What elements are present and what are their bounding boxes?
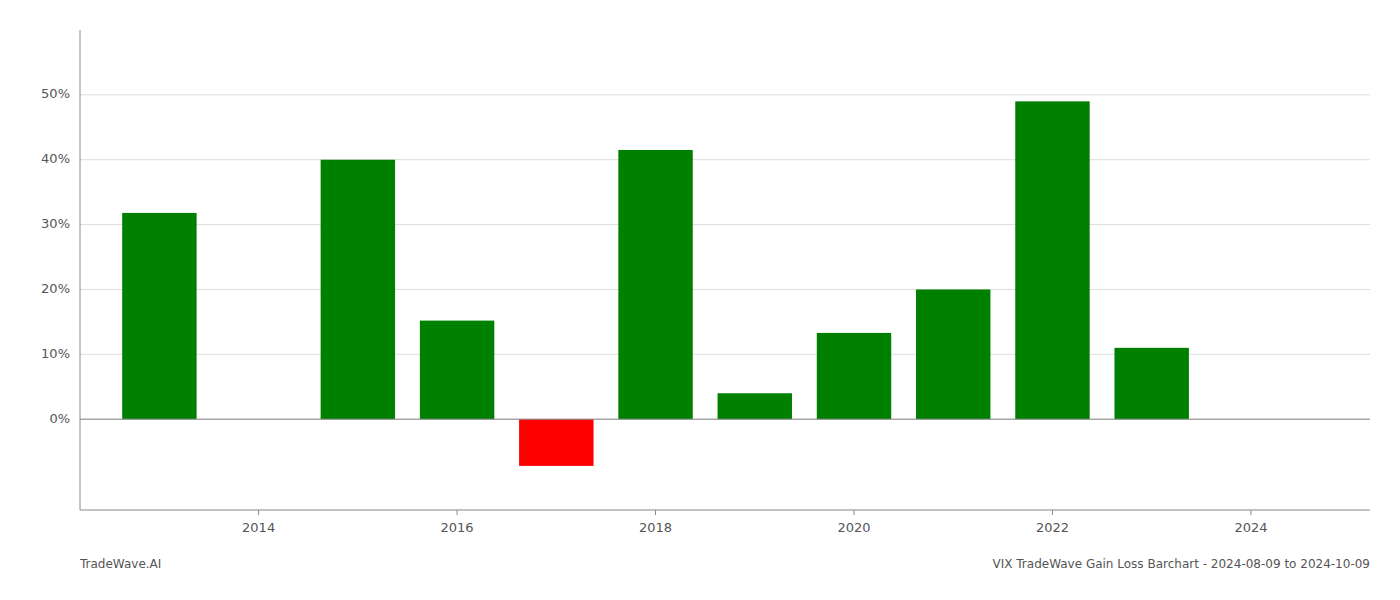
x-tick-label: 2014 <box>242 520 275 535</box>
x-tick-label: 2020 <box>837 520 870 535</box>
bar <box>420 321 494 420</box>
x-tick-label: 2022 <box>1036 520 1069 535</box>
bar <box>519 419 593 466</box>
y-tick-label: 30% <box>41 216 70 231</box>
bar <box>1114 348 1188 419</box>
title: VIX TradeWave Gain Loss Barchart - 2024-… <box>993 557 1371 571</box>
grid-line <box>80 419 1370 420</box>
bar <box>916 289 990 419</box>
x-tick <box>1250 510 1251 515</box>
y-tick-label: 10% <box>41 346 70 361</box>
y-grid <box>80 95 1370 419</box>
x-tick <box>258 510 259 515</box>
bar <box>718 393 792 419</box>
bars <box>122 101 1189 466</box>
x-tick-label: 2018 <box>639 520 672 535</box>
y-tick-label: 40% <box>41 151 70 166</box>
grid-line <box>80 224 1370 225</box>
y-tick-label: 50% <box>41 86 70 101</box>
bar <box>1015 101 1089 419</box>
y-tick-label: 20% <box>41 281 70 296</box>
x-axis-line <box>80 510 1370 511</box>
grid-line <box>80 159 1370 160</box>
x-tick-label: 2016 <box>441 520 474 535</box>
y-axis-line <box>80 30 81 510</box>
x-tick <box>854 510 855 515</box>
bar <box>817 333 891 419</box>
bar <box>618 150 692 419</box>
watermark: TradeWave.AI <box>79 557 161 571</box>
x-tick <box>457 510 458 515</box>
zero-line <box>80 419 1370 420</box>
grid-line <box>80 289 1370 290</box>
x-tick <box>1052 510 1053 515</box>
bar <box>321 160 395 419</box>
y-tick-label: 0% <box>49 411 70 426</box>
chart: 0% 10% 20% 30% 40% 50% 2014 2016 2018 2020 2022 202… <box>0 0 1400 600</box>
x-tick <box>655 510 656 515</box>
grid-line <box>80 94 1370 95</box>
x-tick-label: 2024 <box>1234 520 1267 535</box>
bar <box>122 213 196 419</box>
